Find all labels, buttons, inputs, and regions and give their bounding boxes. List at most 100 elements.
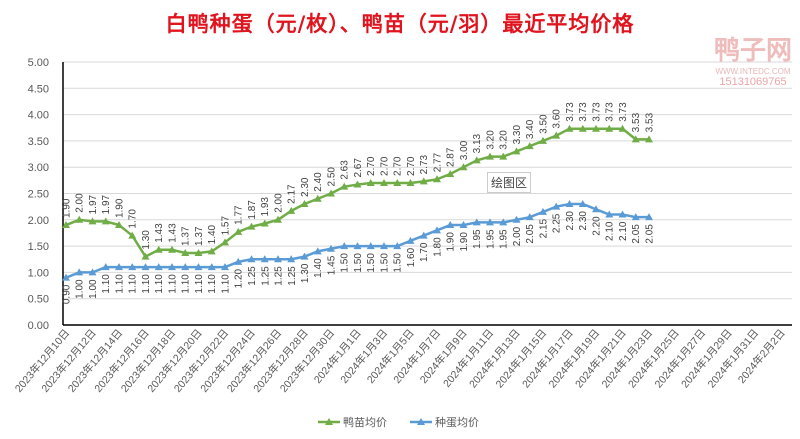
data-point-marker [194,263,203,271]
data-point-marker [539,207,547,215]
data-point-marker [499,218,508,226]
data-label: 1.90 [446,232,457,252]
y-tick-label: 0.00 [28,320,49,332]
data-label: 1.90 [62,198,73,218]
data-label: 2.67 [353,158,364,178]
data-label: 2.05 [631,224,642,244]
data-label: 3.00 [459,140,470,160]
data-label: 1.10 [154,274,165,294]
data-label: 1.10 [141,274,152,294]
data-label: 2.30 [565,211,576,231]
data-label: 2.05 [645,224,656,244]
data-point-marker [525,213,534,221]
data-point-marker [181,263,190,271]
data-label: 1.10 [194,274,205,294]
data-label: 1.25 [287,266,298,286]
data-point-marker [62,221,70,229]
data-point-marker [592,124,600,132]
data-label: 3.60 [552,109,563,129]
data-point-marker [605,124,614,132]
logo-phone: 15131069765 [719,76,787,88]
data-point-marker [446,221,455,229]
data-point-marker [472,156,481,164]
data-point-marker [300,252,309,260]
data-point-marker [62,273,70,281]
data-point-marker [353,242,362,250]
data-point-marker [313,247,322,255]
data-label: 1.10 [128,274,139,294]
data-point-marker [459,221,468,229]
data-label: 2.40 [313,172,324,192]
data-point-marker [207,247,216,255]
data-point-marker [287,206,296,214]
data-label: 2.25 [552,213,563,233]
data-label: 1.30 [300,263,311,283]
data-label: 1.10 [168,274,179,294]
data-point-marker [260,219,269,227]
data-point-marker [419,177,428,185]
data-point-marker [168,245,176,253]
data-label: 1.87 [247,200,258,220]
data-point-marker [274,255,282,263]
data-label: 3.20 [499,130,510,150]
logo-url: WWW.INTEDC.COM [715,67,791,76]
data-label: 0.90 [62,284,73,304]
data-label: 1.20 [234,268,245,288]
data-label: 2.10 [618,221,629,241]
data-point-marker [260,255,269,263]
data-point-marker [578,200,587,208]
data-point-marker [406,178,415,186]
data-point-marker [247,255,256,263]
data-point-marker [499,152,508,160]
data-label: 2.70 [393,156,404,176]
data-label: 1.10 [181,274,192,294]
data-point-marker [645,213,653,221]
legend-label: 鸭苗均价 [343,416,387,429]
data-point-marker [75,215,84,223]
chart-title: 白鸭种蛋（元/枚）、鸭苗（元/羽）最近平均价格 [165,12,635,36]
data-label: 3.50 [539,114,550,134]
data-label: 1.50 [353,253,364,273]
data-point-marker [393,178,402,186]
data-label: 2.05 [525,224,536,244]
data-point-marker [433,226,441,234]
data-point-marker [207,263,216,271]
data-label: 1.00 [88,279,99,299]
data-point-marker [221,238,229,246]
data-point-marker [247,222,256,230]
data-point-marker [313,194,322,202]
data-label: 1.70 [419,242,430,262]
data-label: 1.30 [141,230,152,250]
y-tick-label: 3.00 [28,162,49,174]
data-point-marker [552,202,561,210]
data-label: 1.97 [101,194,112,214]
data-label: 1.50 [393,253,404,273]
data-label: 1.93 [260,197,271,217]
y-tick-label: 1.50 [28,241,49,253]
data-label: 1.80 [433,237,444,257]
data-label: 3.73 [618,102,629,122]
data-point-marker [168,263,176,271]
data-point-marker [194,248,203,256]
data-point-marker [486,152,494,160]
y-tick-label: 0.50 [28,294,49,306]
data-label: 1.40 [207,224,218,244]
data-point-marker [618,210,627,218]
data-label: 1.57 [221,216,232,236]
data-label: 1.10 [221,274,232,294]
logo-name: 鸭子网 [713,36,792,66]
data-label: 2.87 [446,147,457,167]
data-label: 2.70 [380,156,391,176]
data-label: 2.17 [287,184,298,204]
data-label: 1.43 [154,223,165,243]
data-label: 1.25 [247,266,258,286]
data-point-marker [366,242,375,250]
data-label: 1.45 [327,255,338,275]
data-label: 2.50 [327,167,338,187]
watermark-logo: 鸭子网 WWW.INTEDC.COM 15131069765 [714,30,792,88]
data-label: 1.97 [88,194,99,214]
data-label: 1.60 [406,247,417,267]
data-point-marker [221,263,229,271]
data-label: 1.50 [380,253,391,273]
y-tick-label: 1.00 [28,267,49,279]
